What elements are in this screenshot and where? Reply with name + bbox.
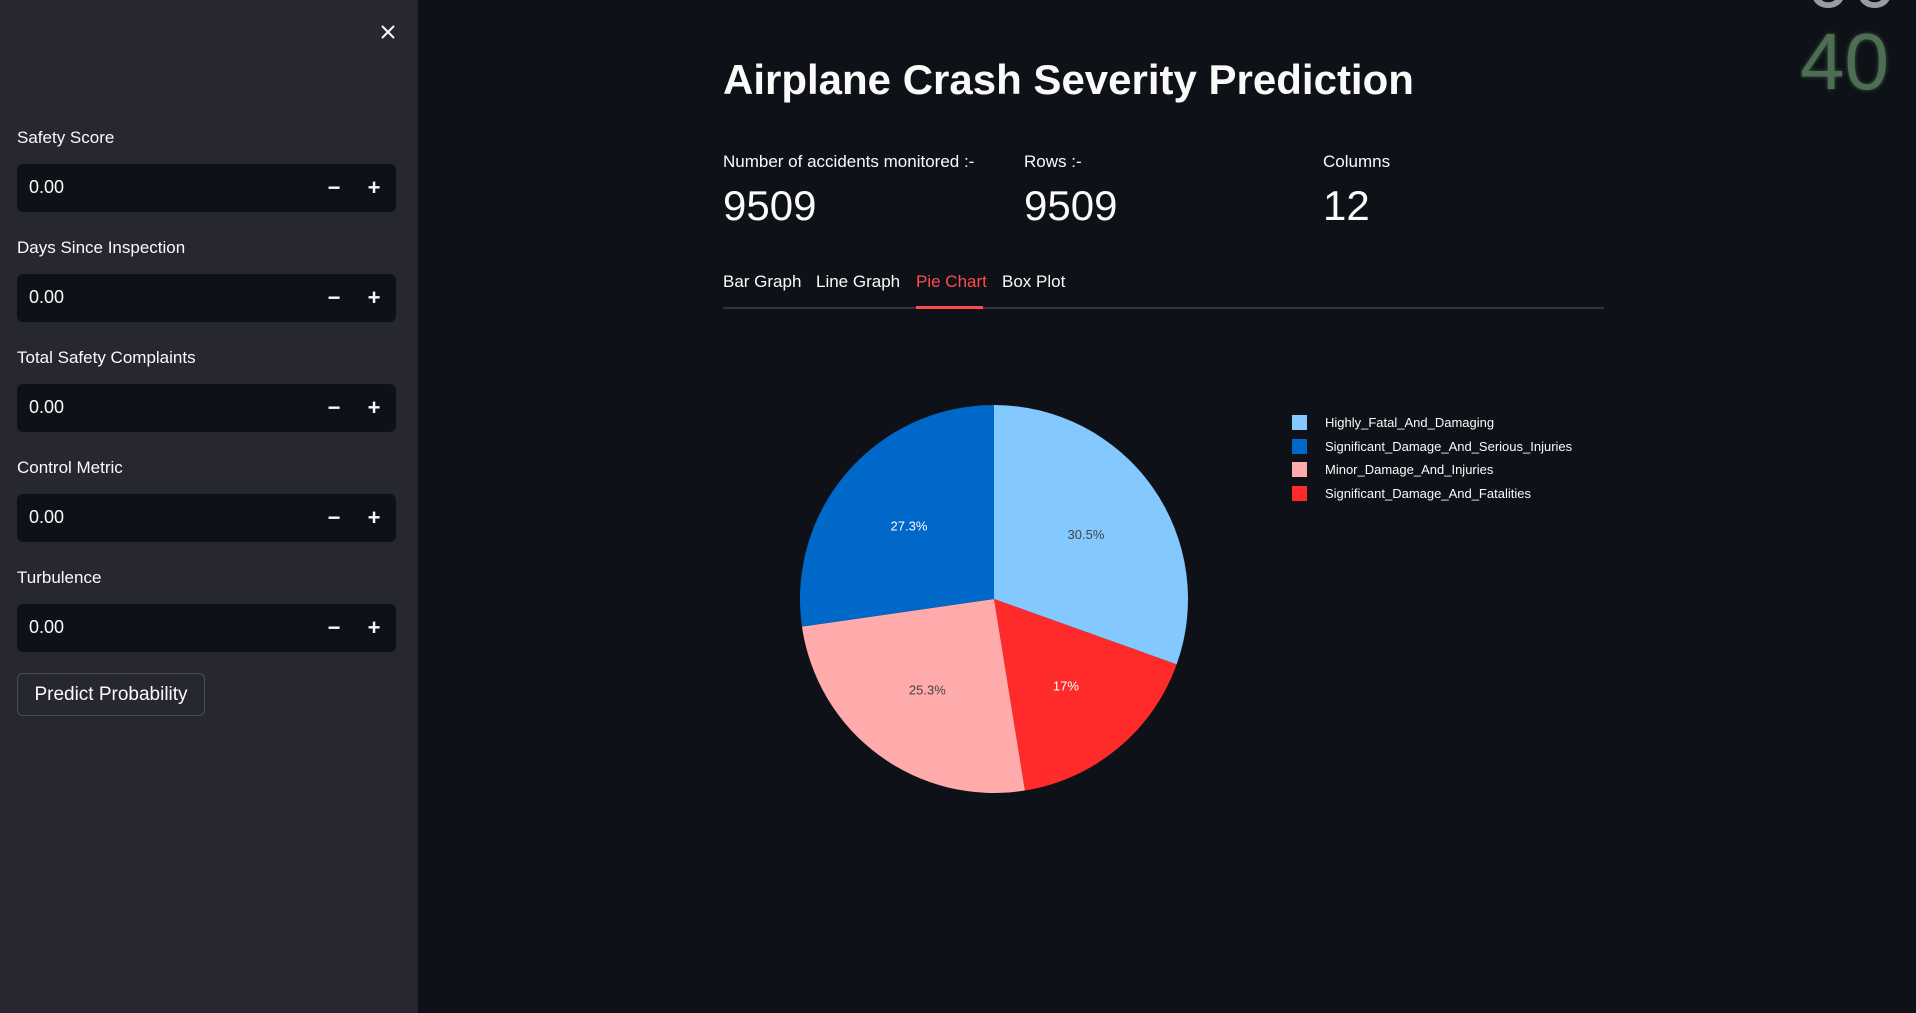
number-input-value[interactable]: 0.00 — [29, 287, 65, 307]
metric-accidents-value: 9509 — [723, 182, 817, 229]
pie-slice[interactable] — [801, 599, 1025, 793]
pie-data-label: 17% — [1053, 679, 1079, 694]
number-input-value[interactable]: 0.00 — [29, 617, 65, 637]
pie-data-label: 27.3% — [891, 518, 928, 533]
legend-swatch — [1292, 415, 1307, 430]
tab-box-plot[interactable]: Box Plot — [1002, 272, 1066, 291]
sidebar: Safety Score 0.00 − + Days Since Inspect… — [0, 0, 418, 1013]
legend-label: Highly_Fatal_And_Damaging — [1325, 415, 1495, 430]
legend-item[interactable]: Minor_Damage_And_Injuries — [1292, 462, 1494, 478]
field-label: Safety Score — [17, 128, 115, 147]
tab-bar-graph[interactable]: Bar Graph — [723, 272, 802, 291]
legend-label: Significant_Damage_And_Serious_Injuries — [1325, 438, 1573, 454]
increment-button[interactable]: + — [367, 395, 381, 420]
field-label: Days Since Inspection — [17, 238, 186, 257]
field-label: Control Metric — [17, 458, 123, 477]
pie-data-label: 25.3% — [909, 683, 946, 698]
legend-label: Significant_Damage_And_Fatalities — [1325, 486, 1531, 502]
active-tab-indicator — [916, 306, 983, 309]
decrement-button[interactable]: − — [327, 505, 341, 530]
predict-probability-button[interactable]: Predict Probability — [17, 673, 205, 716]
tab-line-graph[interactable]: Line Graph — [816, 272, 901, 291]
metric-columns-value: 12 — [1323, 182, 1370, 229]
pie-slice[interactable] — [994, 599, 1177, 791]
number-input[interactable]: 0.00 − + — [17, 604, 396, 652]
legend-swatch — [1292, 462, 1307, 478]
pie-data-label: 30.5% — [1068, 527, 1105, 542]
number-input[interactable]: 0.00 − + — [17, 274, 396, 322]
metric-rows-value: 9509 — [1024, 182, 1118, 229]
legend-swatch — [1292, 438, 1307, 454]
legend-item[interactable]: Significant_Damage_And_Serious_Injuries — [1292, 438, 1573, 454]
close-icon[interactable] — [374, 18, 402, 46]
legend-swatch — [1292, 486, 1307, 502]
number-input-value[interactable]: 0.00 — [29, 507, 65, 527]
tab-divider — [723, 307, 1604, 309]
number-input[interactable]: 0.00 − + — [17, 384, 396, 432]
decrement-button[interactable]: − — [327, 285, 341, 310]
number-input[interactable]: 0.00 − + — [17, 164, 396, 212]
decrement-button[interactable]: − — [327, 615, 341, 640]
tab-pie-chart[interactable]: Pie Chart — [916, 272, 987, 291]
pie-slice[interactable] — [994, 405, 1189, 665]
field-label: Total Safety Complaints — [17, 348, 196, 367]
legend-item[interactable]: Highly_Fatal_And_Damaging — [1292, 415, 1494, 430]
pie-slice[interactable] — [800, 405, 994, 627]
field-label: Turbulence — [17, 568, 102, 587]
metric-columns-label: Columns — [1323, 152, 1391, 171]
metric-accidents-label: Number of accidents monitored :- — [723, 152, 975, 171]
legend-label: Minor_Damage_And_Injuries — [1325, 462, 1494, 478]
number-input-value[interactable]: 0.00 — [29, 177, 65, 197]
decrement-button[interactable]: − — [327, 175, 341, 200]
corner-overlay-text: 00 — [1806, 0, 1899, 20]
number-input[interactable]: 0.00 − + — [17, 494, 396, 542]
legend-item[interactable]: Significant_Damage_And_Fatalities — [1292, 486, 1531, 502]
increment-button[interactable]: + — [367, 175, 381, 200]
increment-button[interactable]: + — [367, 615, 381, 640]
number-input-value[interactable]: 0.00 — [29, 397, 65, 417]
decrement-button[interactable]: − — [327, 395, 341, 420]
increment-button[interactable]: + — [367, 285, 381, 310]
increment-button[interactable]: + — [367, 505, 381, 530]
metric-rows-label: Rows :- — [1024, 152, 1082, 171]
page-title: Airplane Crash Severity Prediction — [723, 56, 1414, 103]
corner-overlay-number: 40 — [1800, 22, 1889, 102]
